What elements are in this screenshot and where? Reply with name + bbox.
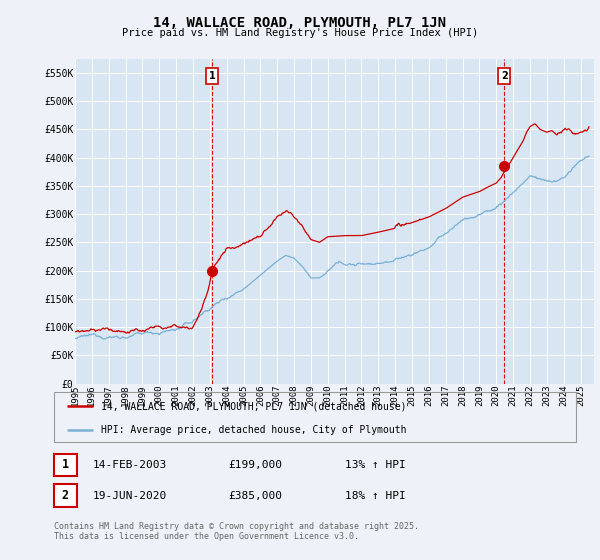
Text: 14, WALLACE ROAD, PLYMOUTH, PL7 1JN: 14, WALLACE ROAD, PLYMOUTH, PL7 1JN [154, 16, 446, 30]
Text: 2: 2 [501, 71, 508, 81]
Text: £385,000: £385,000 [228, 491, 282, 501]
Text: 14-FEB-2003: 14-FEB-2003 [93, 460, 167, 470]
Text: 1: 1 [62, 458, 69, 472]
Text: 14, WALLACE ROAD, PLYMOUTH, PL7 1JN (detached house): 14, WALLACE ROAD, PLYMOUTH, PL7 1JN (det… [101, 401, 406, 411]
Text: 1: 1 [208, 71, 215, 81]
Text: 13% ↑ HPI: 13% ↑ HPI [345, 460, 406, 470]
Text: HPI: Average price, detached house, City of Plymouth: HPI: Average price, detached house, City… [101, 425, 406, 435]
Text: Price paid vs. HM Land Registry's House Price Index (HPI): Price paid vs. HM Land Registry's House … [122, 28, 478, 38]
Text: Contains HM Land Registry data © Crown copyright and database right 2025.
This d: Contains HM Land Registry data © Crown c… [54, 522, 419, 542]
Text: 18% ↑ HPI: 18% ↑ HPI [345, 491, 406, 501]
Text: £199,000: £199,000 [228, 460, 282, 470]
Text: 19-JUN-2020: 19-JUN-2020 [93, 491, 167, 501]
Text: 2: 2 [62, 489, 69, 502]
